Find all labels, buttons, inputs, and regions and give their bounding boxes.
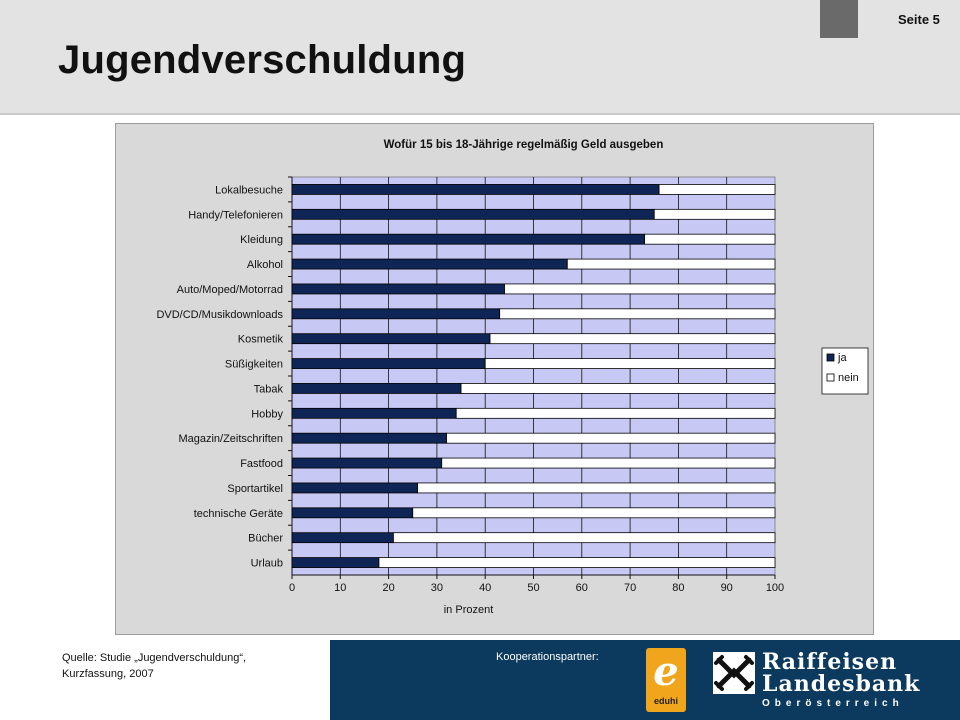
bar-ja <box>291 333 491 345</box>
bar-nein <box>412 507 776 519</box>
x-tick-label: 70 <box>624 582 636 594</box>
bank-name-line-2: Landesbank <box>762 671 921 697</box>
footer-partner-bar <box>330 640 960 720</box>
bar-ja <box>291 482 418 494</box>
category-label: Auto/Moped/Motorrad <box>177 284 283 296</box>
eduhi-letter: e <box>653 648 679 695</box>
bar-ja <box>291 308 501 320</box>
x-tick-label: 60 <box>576 582 588 594</box>
bar-ja <box>291 233 645 245</box>
category-label: Sportartikel <box>227 483 283 495</box>
bar-ja <box>291 532 394 544</box>
category-label: Bücher <box>248 533 283 545</box>
legend-label: nein <box>838 372 859 384</box>
x-tick-label: 10 <box>334 582 346 594</box>
source-citation: Quelle: Studie „Jugendverschuldung“, Kur… <box>62 650 246 682</box>
bar-nein <box>653 208 776 220</box>
bar-nein <box>393 532 776 544</box>
category-label: Handy/Telefonieren <box>188 209 283 221</box>
partner-label: Kooperationspartner: <box>496 651 599 663</box>
raiffeisen-gable-cross-icon <box>713 652 755 694</box>
category-label: technische Geräte <box>194 508 283 520</box>
chart-title: Wofür 15 bis 18-Jährige regelmäßig Geld … <box>384 139 664 151</box>
eduhi-name: eduhi <box>654 696 678 706</box>
bar-ja <box>291 208 655 220</box>
legend-label: ja <box>837 352 847 364</box>
bar-ja <box>291 557 380 568</box>
bar-nein <box>504 283 776 295</box>
category-label: Kleidung <box>240 234 283 246</box>
bar-nein <box>658 184 776 195</box>
x-tick-label: 50 <box>527 582 539 594</box>
x-tick-label: 0 <box>289 582 295 594</box>
footer-source-area <box>0 640 330 720</box>
category-label: Lokalbesuche <box>215 184 283 196</box>
bank-name-line-3: Oberösterreich <box>762 698 904 709</box>
x-tick-label: 90 <box>721 582 733 594</box>
bar-nein <box>460 383 776 394</box>
bar-ja <box>291 283 505 295</box>
category-label: DVD/CD/Musikdownloads <box>156 309 283 321</box>
category-label: Fastfood <box>240 458 283 470</box>
category-label: Kosmetik <box>238 334 284 346</box>
bar-nein <box>644 233 776 245</box>
bar-nein <box>489 333 776 345</box>
x-tick-label: 20 <box>382 582 394 594</box>
bar-chart: Wofür 15 bis 18-Jährige regelmäßig Geld … <box>156 139 869 616</box>
source-line-1: Quelle: Studie „Jugendverschuldung“, <box>62 652 247 664</box>
bar-nein <box>417 482 776 494</box>
category-label: Tabak <box>254 383 284 395</box>
category-label: Hobby <box>251 408 283 420</box>
category-label: Süßigkeiten <box>225 359 283 371</box>
bar-ja <box>291 258 568 270</box>
chart-area: Wofür 15 bis 18-Jährige regelmäßig Geld … <box>115 123 874 635</box>
category-label: Magazin/Zeitschriften <box>178 433 283 445</box>
x-tick-label: 40 <box>479 582 491 594</box>
bar-nein <box>484 358 776 369</box>
bar-nein <box>455 407 776 419</box>
bar-ja <box>291 507 414 519</box>
legend-swatch <box>826 373 835 382</box>
bar-nein <box>499 308 776 320</box>
bar-ja <box>291 457 443 469</box>
header-bar <box>0 0 960 115</box>
category-label: Alkohol <box>247 259 283 271</box>
x-tick-label: 30 <box>431 582 443 594</box>
bar-ja <box>291 184 660 195</box>
bar-ja <box>291 358 486 369</box>
category-label: Urlaub <box>251 558 283 570</box>
bar-nein <box>378 557 776 568</box>
bank-name-line-1: Raiffeisen <box>762 649 898 675</box>
page-title: Jugendverschuldung <box>58 38 467 82</box>
x-tick-label: 80 <box>672 582 684 594</box>
bar-nein <box>441 457 776 469</box>
eduhi-logo: e eduhi <box>646 648 686 712</box>
bar-ja <box>291 383 462 394</box>
bar-nein <box>446 432 776 444</box>
page-number: Seite 5 <box>898 12 940 27</box>
bar-ja <box>291 432 447 444</box>
x-axis-label: in Prozent <box>444 604 494 616</box>
bar-nein <box>566 258 776 270</box>
source-line-2: Kurzfassung, 2007 <box>62 668 154 680</box>
bar-ja <box>291 407 457 419</box>
legend-swatch <box>826 353 835 362</box>
x-tick-label: 100 <box>766 582 784 594</box>
decorative-square <box>820 0 858 38</box>
